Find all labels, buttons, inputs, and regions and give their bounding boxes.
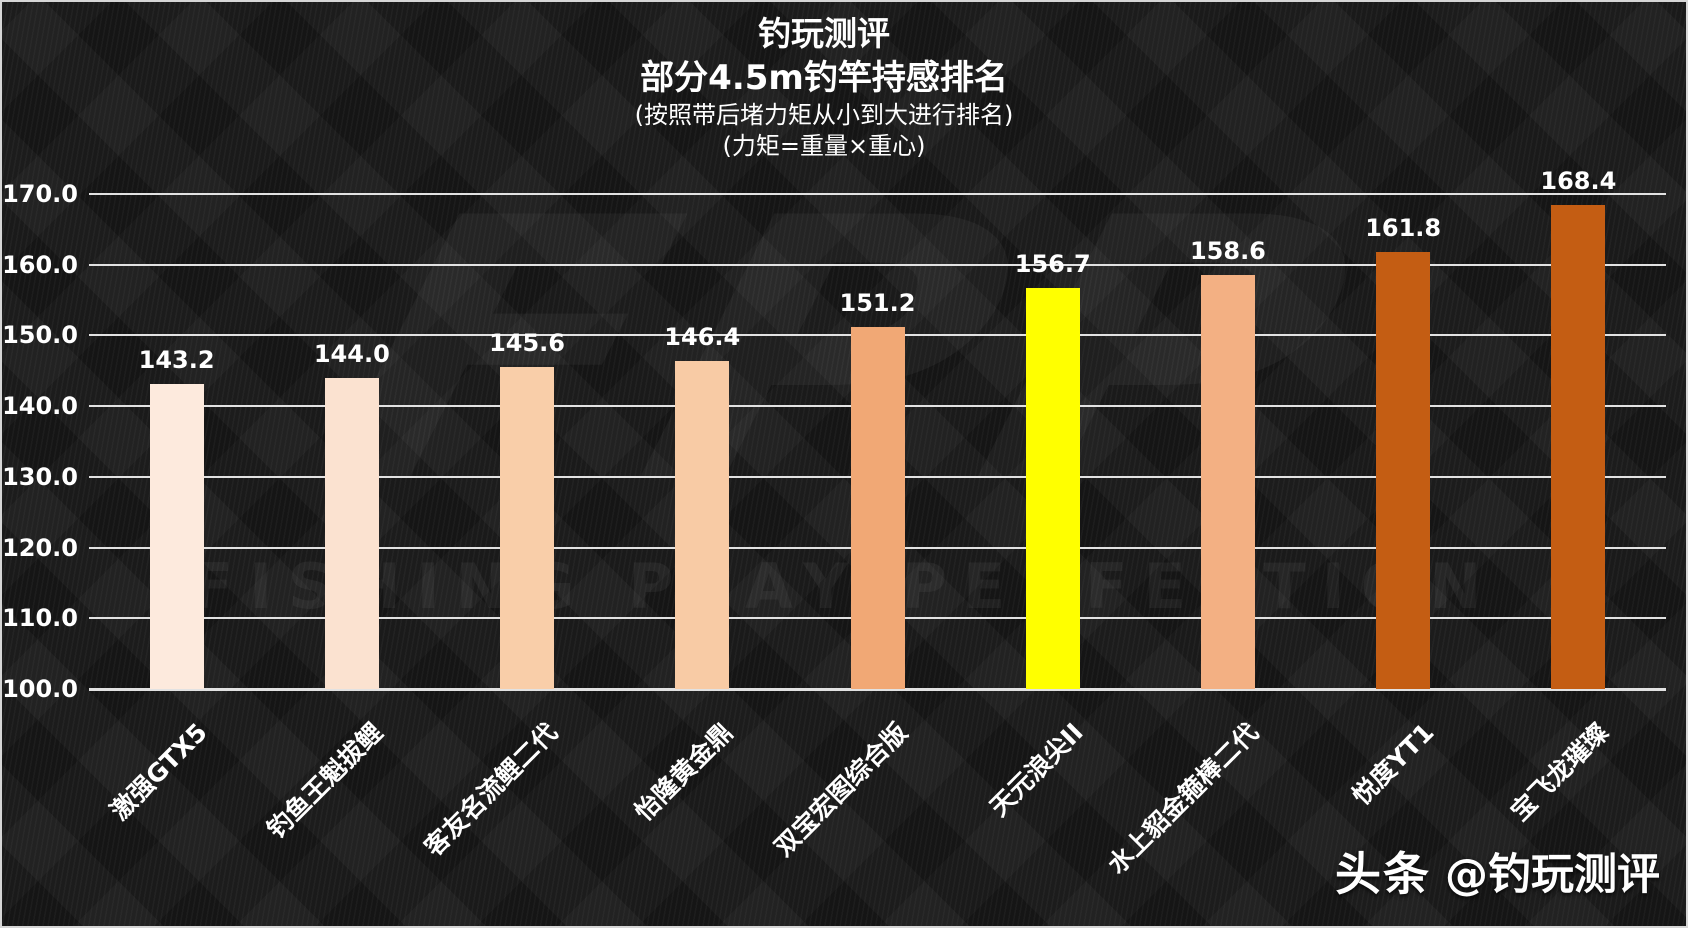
y-tick-label: 140.0 [2, 392, 78, 421]
bar-value-label: 168.4 [1540, 167, 1617, 196]
bar-钓鱼王魁拔鲤 [324, 377, 379, 689]
x-axis-label-text: 双宝宏图综合版 [769, 717, 914, 862]
y-tick-label: 100.0 [2, 675, 78, 703]
x-axis-label-text: 怡隆黄金鼎 [629, 717, 739, 827]
bar-宝飞龙璀璨 [1551, 205, 1606, 689]
bar-怡隆黄金鼎 [675, 360, 730, 689]
y-tick-label: 150.0 [2, 321, 78, 350]
plot-area: 143.2 144.0 145.6 146.4 151.2 156.7 158.6 161.8… [89, 167, 1666, 691]
chart-title: 钓玩测评 [757, 14, 890, 53]
chart-note-ranking: (按照带后堵力矩从小到大进行排名) [634, 101, 1014, 129]
y-tick-label: 160.0 [2, 250, 78, 279]
y-tick-label: 130.0 [2, 462, 78, 491]
x-axis-label-text: 客友名流鲤二代 [418, 717, 564, 862]
chart-subtitle: 部分4.5m钓竿持感排名 [640, 58, 1008, 98]
gridline-160.0 [89, 263, 1666, 266]
gridline-170.0 [89, 193, 1666, 195]
bar-value-label: 143.2 [138, 345, 215, 374]
bar-value-label: 144.0 [313, 339, 390, 368]
x-axis-label-text: 激强GTX5 [104, 717, 213, 826]
y-tick-label: 110.0 [2, 604, 78, 633]
bar-双宝宏图综合版 [850, 326, 905, 689]
gridline-100.0 [89, 688, 1666, 691]
bar-value-label: 151.2 [839, 288, 916, 317]
x-axis-label-text: 天元浪尖II [984, 717, 1089, 822]
bar-激强GTX5 [149, 383, 204, 689]
chart-note-formula: (力矩=重量×重心) [722, 132, 926, 160]
y-tick-label: 120.0 [2, 533, 78, 562]
bar-value-label: 145.6 [489, 328, 565, 357]
bar-悦度YT1 [1376, 252, 1431, 689]
x-axis-label-text: 宝飞龙璀璨 [1505, 717, 1615, 827]
fpp-tagline-watermark: FISHING PLAY PERFECTION [190, 550, 1498, 623]
bar-value-label: 158.6 [1189, 236, 1266, 265]
bar-value-label: 161.8 [1365, 213, 1442, 242]
x-axis-label-text: 悦度YT1 [1346, 717, 1440, 811]
author-handle: @钓玩测评 [1445, 850, 1660, 900]
bar-水上貂金箍棒二代 [1200, 274, 1255, 689]
bar-value-label: 146.4 [664, 322, 741, 351]
credit-watermark: 头条 @钓玩测评 [1335, 838, 1660, 904]
y-tick-label: 170.0 [2, 180, 78, 208]
chart-header: 钓玩测评 部分4.5m钓竿持感排名 (按照带后堵力矩从小到大进行排名) (力矩=… [635, 12, 1014, 162]
bar-天元浪尖II [1025, 288, 1080, 689]
x-axis-label-text: 水上貂金箍棒二代 [1102, 717, 1264, 880]
x-axis-label-text: 钓鱼王魁拔鲤 [261, 717, 388, 845]
bar-客友名流鲤二代 [500, 366, 555, 689]
toutiao-logo: 头条 [1335, 847, 1431, 901]
bar-value-label: 156.7 [1014, 250, 1091, 279]
